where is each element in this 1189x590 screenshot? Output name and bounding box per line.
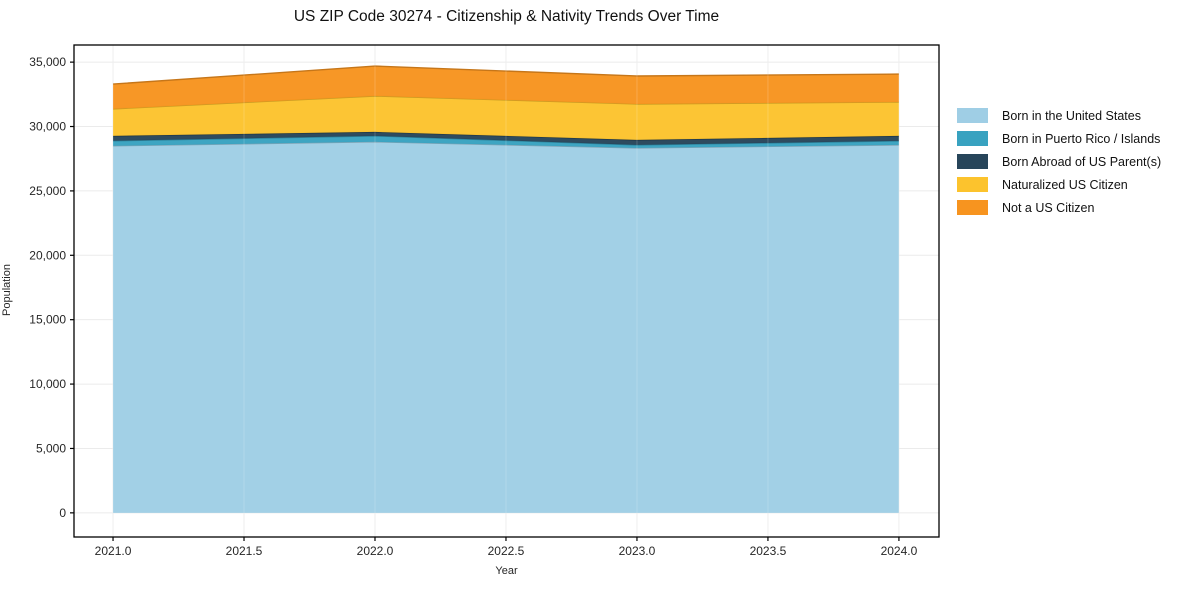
x-tick-label: 2023.0 — [619, 544, 656, 558]
legend-item-born-in-puerto-rico-islands: Born in Puerto Rico / Islands — [957, 127, 1161, 150]
area-naturalized-us-citizen — [113, 96, 899, 140]
x-tick-label: 2022.0 — [357, 544, 394, 558]
y-tick-label: 35,000 — [29, 55, 66, 69]
area-edge-not-a-us-citizen — [112, 65, 899, 85]
legend-item-born-abroad-of-us-parent-s: Born Abroad of US Parent(s) — [957, 150, 1161, 173]
x-tick-label: 2023.5 — [750, 544, 787, 558]
area-born-in-puerto-rico-islands — [113, 135, 899, 148]
legend-item-not-a-us-citizen: Not a US Citizen — [957, 196, 1161, 219]
legend: Born in the United States Born in Puerto … — [957, 104, 1161, 219]
y-tick-label: 10,000 — [29, 377, 66, 391]
x-tick-label: 2021.5 — [226, 544, 263, 558]
legend-label: Born in the United States — [1002, 108, 1141, 123]
area-born-in-the-united-states — [113, 141, 899, 513]
y-axis-label: Population — [1, 264, 13, 316]
legend-label: Born Abroad of US Parent(s) — [1002, 154, 1162, 169]
legend-swatch-icon — [957, 154, 988, 169]
y-tick-label: 20,000 — [29, 248, 66, 262]
x-axis-label: Year — [495, 565, 518, 577]
x-tick-label: 2021.0 — [95, 544, 132, 558]
x-tick-label: 2022.5 — [488, 544, 525, 558]
y-tick-label: 30,000 — [29, 120, 66, 134]
y-tick-label: 25,000 — [29, 184, 66, 198]
legend-swatch-icon — [957, 108, 988, 123]
chart-title: US ZIP Code 30274 - Citizenship & Nativi… — [293, 8, 720, 25]
legend-item-naturalized-us-citizen: Naturalized US Citizen — [957, 173, 1161, 196]
legend-swatch-icon — [957, 177, 988, 192]
legend-item-born-in-the-united-states: Born in the United States — [957, 104, 1161, 127]
y-tick-label: 5,000 — [36, 441, 66, 455]
legend-swatch-icon — [957, 200, 988, 215]
area-not-a-us-citizen — [113, 66, 899, 109]
legend-label: Not a US Citizen — [1002, 200, 1095, 215]
x-tick-label: 2024.0 — [881, 544, 918, 558]
area-born-abroad-of-us-parent-s — [113, 131, 899, 145]
y-tick-label: 15,000 — [29, 313, 66, 327]
legend-label: Born in Puerto Rico / Islands — [1002, 131, 1161, 146]
legend-label: Naturalized US Citizen — [1002, 177, 1128, 192]
legend-swatch-icon — [957, 131, 988, 146]
y-tick-label: 0 — [59, 506, 66, 520]
